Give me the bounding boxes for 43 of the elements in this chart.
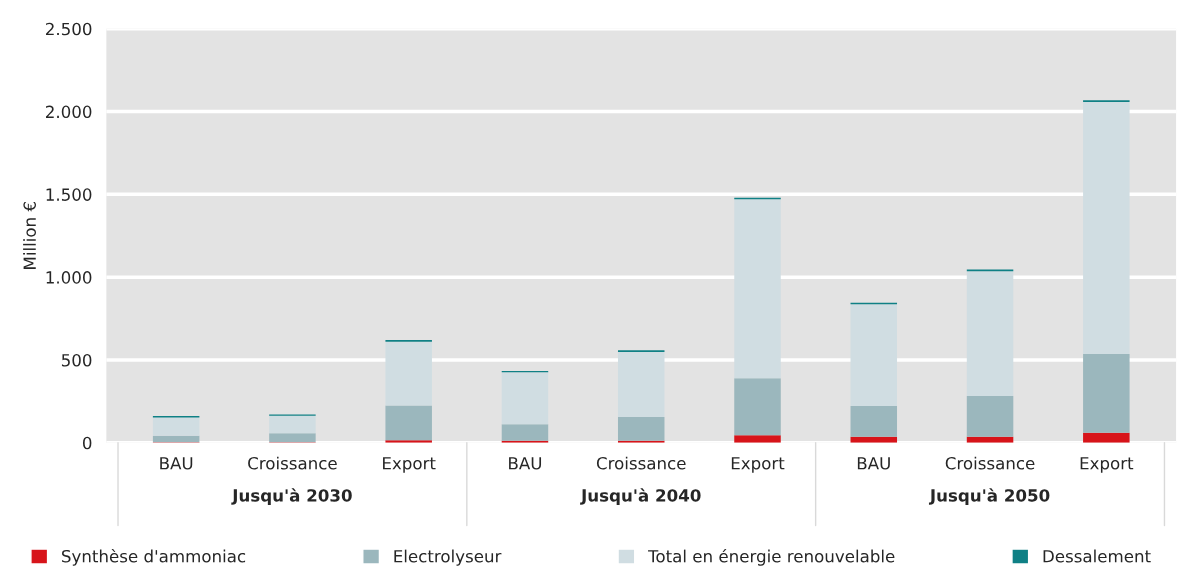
legend-label: Dessalement	[1043, 549, 1151, 563]
bar	[734, 435, 781, 443]
bar	[501, 424, 549, 441]
x-tick-label: Croissance	[248, 456, 337, 470]
bar	[501, 372, 549, 425]
x-tick-label: Export	[1080, 457, 1134, 473]
bar	[1083, 353, 1130, 433]
y-tick-label: 1.500	[46, 188, 92, 201]
legend-label: Synthèse d'ammoniac	[62, 548, 246, 566]
bar	[617, 352, 665, 417]
bar	[269, 433, 316, 443]
x-tick-label: BAU	[509, 457, 542, 470]
bar	[617, 416, 665, 441]
bar	[1083, 432, 1130, 443]
bar	[850, 304, 898, 406]
legend-label: Electrolyseur	[394, 549, 502, 566]
x-tick-label: Croissance	[596, 456, 686, 470]
y-tick-label: 1.000	[46, 271, 92, 284]
bar	[734, 378, 781, 436]
text: Jusqu'à 2040	[580, 488, 701, 505]
bar	[850, 405, 898, 437]
y-tick-label: 2.500	[46, 22, 92, 36]
bar	[385, 405, 432, 441]
text: Jusqu'à 2030	[231, 488, 352, 505]
bar	[966, 396, 1014, 437]
x-tick-label: Croissance	[945, 456, 1035, 470]
bar	[152, 435, 200, 443]
x-tick-label: BAU	[857, 457, 890, 470]
y-axis-title: Million €	[23, 202, 36, 269]
bar	[1083, 101, 1130, 354]
x-tick-label: Export	[731, 457, 785, 473]
x-tick-label: Export	[383, 457, 436, 473]
legend-label: Total en énergie renouvelable	[648, 548, 895, 566]
bar	[269, 415, 316, 434]
y-tick-label: 2.000	[46, 105, 92, 119]
y-tick-label: 0	[82, 436, 92, 450]
bar	[966, 271, 1014, 397]
y-tick-label: 500	[61, 353, 92, 367]
text: Jusqu'à 2050	[928, 488, 1050, 505]
bar	[152, 417, 200, 436]
bar	[385, 341, 432, 406]
bar	[734, 199, 781, 379]
x-tick-label: BAU	[160, 457, 193, 470]
